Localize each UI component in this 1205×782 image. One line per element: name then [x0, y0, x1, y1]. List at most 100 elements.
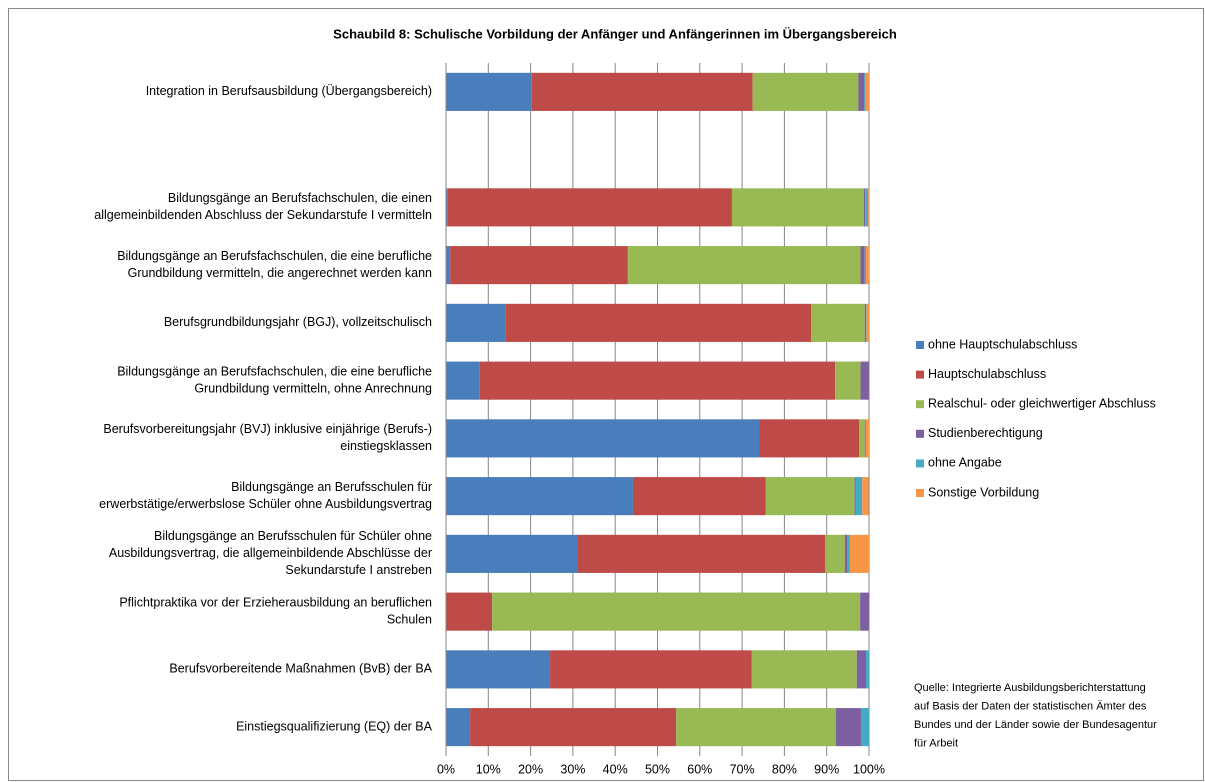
- bar-segment: [446, 246, 451, 285]
- bar-segment: [860, 708, 869, 747]
- bar-segment: [865, 188, 869, 227]
- y-tick-label: Grundbildung vermitteln, die angerechnet…: [128, 266, 432, 280]
- bar-segment: [811, 303, 865, 342]
- bar-segment: [860, 246, 865, 285]
- y-tick-label: Pflichtpraktika vor der Erzieherausbildu…: [119, 595, 432, 609]
- bar-segment: [492, 592, 861, 631]
- bar-segment: [855, 477, 863, 516]
- source-note: auf Basis der Daten der statistischen Äm…: [914, 700, 1147, 712]
- y-tick-label: Bildungsgänge an Berufsfachschulen, die …: [117, 364, 432, 378]
- bar-segment: [446, 708, 471, 747]
- bar-segment: [860, 361, 869, 400]
- bar-segment: [627, 246, 861, 285]
- bar-segment: [446, 188, 448, 227]
- bar-segment: [864, 419, 866, 458]
- bar-segment: [470, 708, 677, 747]
- bar-segment: [866, 246, 869, 285]
- y-tick-label: Ausbildungsvertrag, die allgemeinbildend…: [109, 546, 432, 560]
- bar-segment: [849, 534, 869, 573]
- bar-segment: [632, 477, 766, 516]
- legend-label: ohne Hauptschulabschluss: [928, 337, 1077, 351]
- bar-segment: [835, 361, 861, 400]
- legend-swatch: [916, 341, 924, 349]
- bar-segment: [854, 477, 856, 516]
- y-tick-label: einstiegsklassen: [340, 439, 432, 453]
- bar-segment: [759, 419, 860, 458]
- bar-segment: [863, 188, 866, 227]
- legend-swatch: [916, 459, 924, 468]
- y-tick-label: Bildungsgänge an Berufsfachschulen, die …: [117, 249, 432, 263]
- bar-segment: [765, 477, 855, 516]
- y-tick-label: Berufsvorbereitungsjahr (BVJ) inklusive …: [103, 422, 432, 436]
- bar-segment: [836, 708, 861, 747]
- source-note: für Arbeit: [914, 737, 958, 749]
- bar-segment: [860, 592, 869, 631]
- y-tick-label: Bildungsgänge an Berufsfachschulen, die …: [168, 191, 432, 205]
- bar-segment: [865, 72, 869, 111]
- x-tick-label: 60%: [687, 762, 712, 776]
- bar-segment: [550, 650, 752, 689]
- x-tick-label: 0%: [437, 762, 455, 776]
- bar-segment: [864, 303, 867, 342]
- bar-segment: [731, 188, 864, 227]
- legend-label: Studienberechtigung: [928, 426, 1043, 440]
- bar-segment: [752, 72, 859, 111]
- bar-segment: [866, 650, 869, 689]
- bar-segment: [577, 534, 826, 573]
- legend-swatch: [916, 429, 924, 438]
- x-tick-label: 10%: [476, 762, 501, 776]
- y-tick-label: Schulen: [387, 612, 432, 626]
- bar-segment: [446, 419, 760, 458]
- bar-segment: [676, 708, 837, 747]
- bar-segment: [866, 303, 869, 342]
- bar-segment: [825, 534, 845, 573]
- x-tick-label: 80%: [772, 762, 797, 776]
- y-tick-label: Berufsvorbereitende Maßnahmen (BvB) der …: [169, 662, 432, 676]
- x-tick-label: 90%: [814, 762, 839, 776]
- y-tick-label: Bildungsgänge an Berufsschulen für Schül…: [154, 529, 432, 543]
- bar-segment: [446, 650, 551, 689]
- bar-segment: [446, 72, 532, 111]
- x-tick-label: 40%: [603, 762, 628, 776]
- bar-segment: [505, 303, 812, 342]
- bar-segment: [856, 650, 867, 689]
- x-tick-label: 50%: [645, 762, 670, 776]
- bar-segment: [446, 361, 480, 400]
- y-tick-label: Bildungsgänge an Berufsschulen für: [231, 480, 432, 494]
- y-tick-label: Sekundarstufe I anstreben: [285, 563, 432, 577]
- y-tick-label: Berufsgrundbildungsjahr (BGJ), vollzeits…: [164, 315, 432, 329]
- bar-segment: [864, 246, 867, 285]
- bar-segment: [847, 534, 850, 573]
- source-note: Bundes und der Länder sowie der Bundesag…: [914, 719, 1157, 731]
- bar-segment: [751, 650, 857, 689]
- legend-label: Hauptschulabschluss: [928, 367, 1046, 381]
- bar-segment: [447, 188, 732, 227]
- y-tick-label: Grundbildung vermitteln, ohne Anrechnung: [194, 381, 432, 395]
- legend-label: Realschul- oder gleichwertiger Abschluss: [928, 396, 1156, 410]
- bar-segment: [859, 419, 865, 458]
- bar-segment: [446, 303, 506, 342]
- bar-segment: [479, 361, 836, 400]
- bar-segment: [450, 246, 628, 285]
- chart-title: Schaubild 8: Schulische Vorbildung der A…: [333, 26, 897, 41]
- bar-segment: [844, 534, 848, 573]
- x-tick-label: 70%: [730, 762, 755, 776]
- bar-segment: [862, 477, 869, 516]
- legend-swatch: [916, 400, 924, 409]
- y-tick-label: erwerbstätige/erwerbslose Schüler ohne A…: [99, 497, 432, 511]
- x-tick-label: 30%: [560, 762, 585, 776]
- legend-label: Sonstige Vorbildung: [928, 485, 1039, 499]
- bar-segment: [865, 419, 869, 458]
- x-tick-label: 20%: [518, 762, 543, 776]
- legend-swatch: [916, 489, 924, 497]
- x-tick-label: 100%: [853, 762, 885, 776]
- bar-segment: [858, 72, 865, 111]
- bar-segment: [868, 188, 869, 227]
- bar-segment: [531, 72, 753, 111]
- y-tick-label: allgemeinbildenden Abschluss der Sekunda…: [94, 208, 432, 222]
- legend-swatch: [916, 370, 924, 379]
- bar-segment: [864, 72, 866, 111]
- legend-label: ohne Angabe: [928, 456, 1002, 470]
- y-tick-label: Einstiegsqualifizierung (EQ) der BA: [236, 719, 433, 733]
